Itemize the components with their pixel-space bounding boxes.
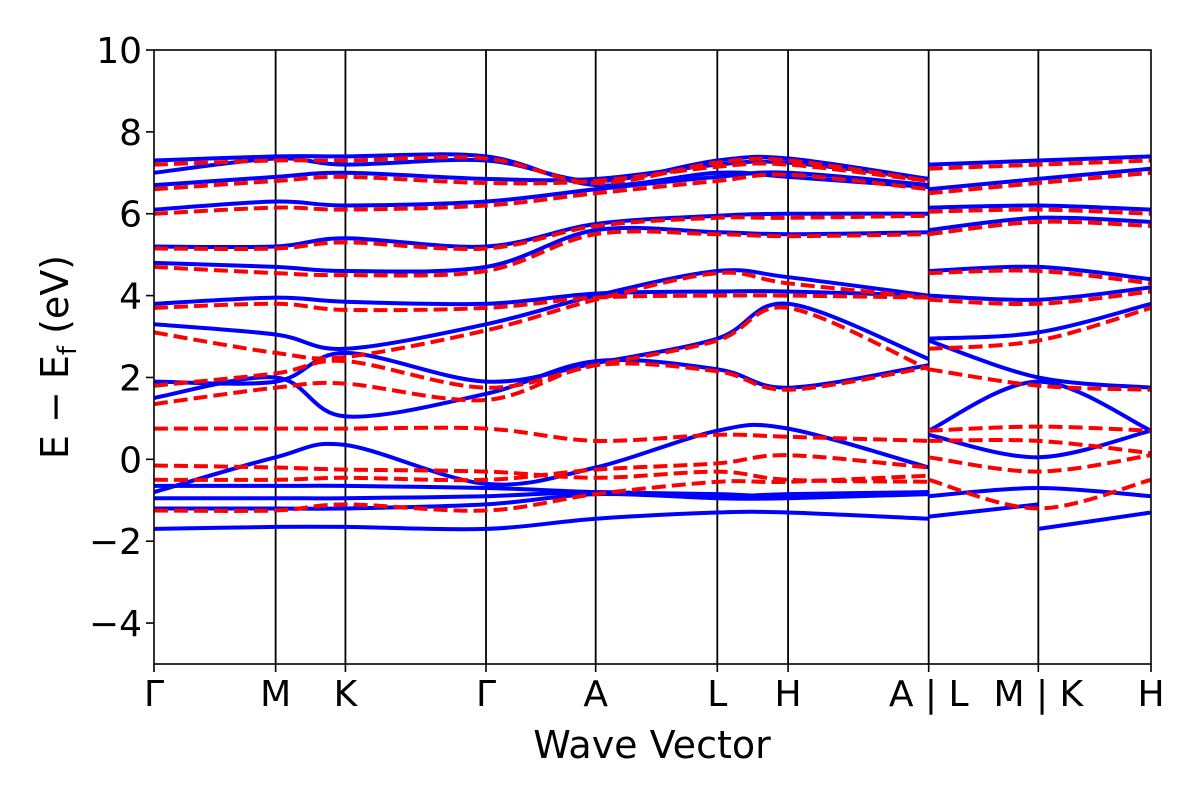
x-tick-label: M [260, 674, 291, 715]
solid-band-line [154, 490, 929, 501]
x-tick-label: M | K [993, 674, 1084, 715]
dashed-band-line [928, 477, 1151, 511]
dashed-band-line [154, 425, 929, 444]
x-tick-label: A [583, 674, 608, 715]
band-lines [154, 152, 1151, 532]
y-axis-title-subscript: f [53, 345, 83, 355]
x-tick-label: K [334, 674, 359, 715]
solid-band-line [154, 268, 929, 351]
y-tick-label: 6 [119, 195, 142, 236]
x-tick-label: H [775, 674, 802, 715]
solid-band-line [154, 289, 929, 307]
dashed-band-line [154, 161, 929, 192]
y-tick-label: 2 [119, 358, 142, 399]
dashed-band-line [154, 473, 929, 513]
dashed-band-line [928, 305, 1151, 351]
y-tick-label: 8 [119, 113, 142, 154]
solid-band-line [928, 264, 1151, 282]
solid-band-line [928, 285, 1151, 302]
y-tick-label: 0 [119, 440, 142, 481]
kpoint-divider-lines [274, 50, 1040, 664]
dashed-band-line [154, 172, 929, 216]
solid-band-line [154, 225, 929, 274]
solid-band-line [154, 422, 930, 495]
solid-band-line [928, 338, 1151, 390]
solid-band-line [928, 166, 1151, 192]
plot-frame [153, 49, 1152, 665]
x-axis: Γ M K Γ A L H A | L M | K H [144, 664, 1165, 715]
dashed-band-line [928, 158, 1151, 171]
dashed-band-line [154, 463, 929, 484]
solid-band-line [928, 301, 1151, 341]
solid-band-line [928, 502, 1039, 519]
solid-band-line [928, 485, 1151, 499]
dashed-band-line [154, 213, 929, 252]
solid-band-line [928, 215, 1151, 233]
solid-band-line [154, 301, 930, 386]
solid-band-line [1038, 510, 1151, 531]
solid-band-line [928, 428, 1151, 460]
x-tick-label: Γ [476, 674, 496, 715]
dashed-bands [154, 155, 1151, 513]
x-tick-label: L [707, 674, 727, 715]
x-axis-title: Wave Vector [533, 723, 771, 767]
solid-band-line [154, 483, 929, 499]
dashed-band-line [928, 219, 1151, 237]
dashed-band-line [154, 305, 930, 390]
dashed-band-line [928, 424, 1151, 433]
dashed-band-line [928, 268, 1151, 286]
y-tick-label: −4 [89, 604, 142, 645]
y-axis-title: E − Ef (eV) [33, 255, 83, 459]
dashed-band-line [154, 229, 929, 278]
y-axis-title-unit: (eV) [33, 255, 77, 346]
y-axis: −4 −2 0 2 4 6 8 10 [89, 31, 154, 645]
x-tick-label: A | L [889, 674, 969, 715]
solid-band-line [154, 170, 929, 212]
dashed-band-line [928, 367, 1151, 392]
dashed-band-line [154, 155, 929, 186]
y-tick-label: 4 [119, 277, 142, 318]
dashed-band-line [928, 289, 1151, 307]
dashed-band-line [928, 453, 1151, 474]
y-tick-label: −2 [89, 522, 142, 563]
y-axis-title-main: E − E [33, 355, 77, 459]
solid-band-line [154, 509, 929, 532]
dashed-band-line [154, 293, 929, 313]
dashed-band-line [928, 207, 1151, 216]
dashed-band-line [928, 170, 1151, 196]
dashed-band-line [154, 361, 930, 407]
solid-band-line [928, 203, 1151, 212]
dashed-band-line [154, 270, 929, 361]
y-tick-label: 10 [96, 31, 142, 72]
x-tick-label: Γ [144, 674, 164, 715]
solid-band-line [928, 154, 1151, 167]
solid-band-line [927, 379, 1151, 433]
dashed-band-line [928, 438, 1151, 456]
x-tick-label: H [1137, 674, 1164, 715]
